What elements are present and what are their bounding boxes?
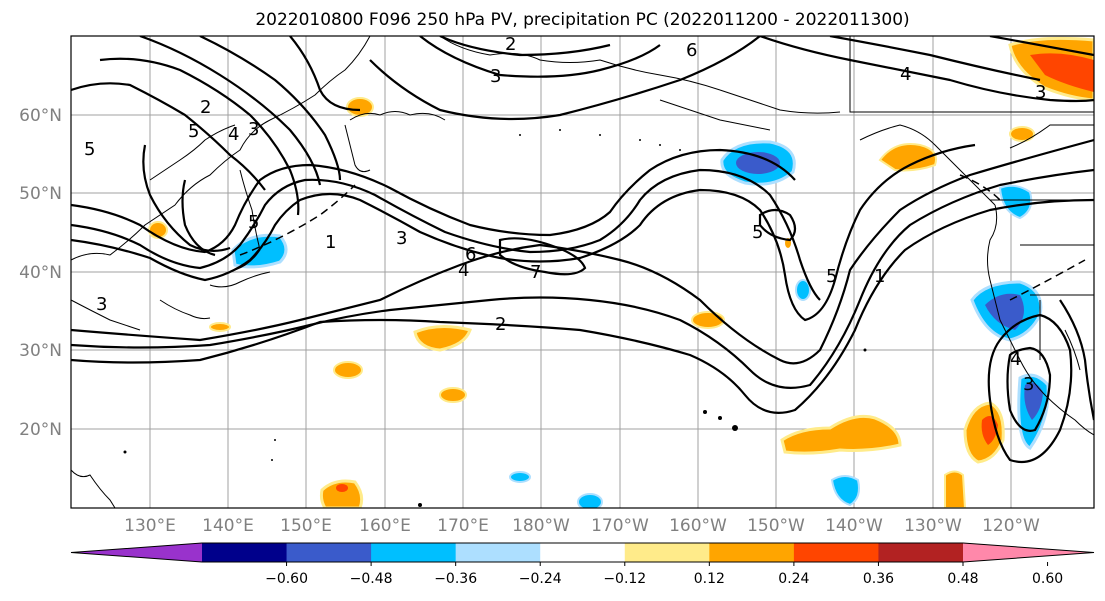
map-title: 2022010800 F096 250 hPa PV, precipitatio… [255,10,910,30]
colorbar-tick-label: −0.48 [350,571,393,587]
precip-positive-patch [1009,126,1035,142]
precip-positive-patch [691,311,725,329]
islands [123,129,867,507]
colorbar: −0.60 −0.48 −0.36 −0.24 −0.12 0.12 0.24 0.36 0.4… [70,542,1095,587]
contour-label: 5 [826,266,837,287]
colorbar-segment [624,543,710,562]
lon-label: 120°W [982,516,1040,536]
contour-label: 3 [396,228,407,249]
precip-negative-patch [509,471,531,483]
contour-label: 6 [686,40,697,61]
contour-label: 1 [874,266,885,287]
lat-label: 40°N [19,263,62,283]
contour-label: 5 [84,139,95,160]
precip-negative-patch [1024,382,1043,420]
colorbar-segment [540,543,626,562]
contour-label: 7 [530,262,541,283]
precip-positive-patch [944,470,967,508]
contour-label: 4 [900,64,911,85]
lon-label: 130°E [124,516,176,536]
colorbar-segment [455,543,541,562]
contour-label: 3 [96,294,107,315]
precip-positive-patch [439,387,467,403]
precip-negative-patch [577,493,603,508]
precip-positive-patch [1030,53,1094,92]
precip-positive-patch [336,484,348,492]
precip-negative-patch [830,475,860,507]
precip-positive-patch [346,97,374,117]
colorbar-tick-label: 0.12 [694,571,725,587]
lon-label: 180°W [512,516,570,536]
colorbar-tick-label: 0.48 [947,571,978,587]
precip-negative-patch [985,293,1024,330]
contour-label: 3 [1035,82,1046,103]
lon-label: 140°E [202,516,254,536]
lat-label: 60°N [19,106,62,126]
contour-label: 2 [505,34,516,55]
lon-label: 170°E [437,516,489,536]
lon-label: 150°E [280,516,332,536]
colorbar-extend-high [963,543,1094,562]
contour-label: 3 [1023,374,1034,395]
contour-label: 5 [188,121,199,142]
contour-label: 5 [248,212,259,233]
precip-negative-patch [795,279,811,301]
colorbar-segment [793,543,879,562]
latitude-labels: 60°N 50°N 40°N 30°N 20°N [19,106,62,440]
contour-label: 2 [495,314,506,335]
colorbar-tick-label: −0.24 [519,571,562,587]
colorbar-outline [70,542,1095,563]
contour-label: 4 [1010,349,1021,370]
contour-label: 4 [458,260,469,281]
lon-label: 150°W [747,516,805,536]
colorbar-tick-label: −0.60 [265,571,308,587]
contour-label: 6 [465,244,476,265]
precip-positive-patch [319,479,364,508]
lon-label: 130°W [904,516,962,536]
longitude-labels: 130°E 140°E 150°E 160°E 170°E 180°W 170°… [124,516,1040,536]
colorbar-segment [286,543,372,562]
precip-positive-patch [209,322,231,332]
lon-label: 140°W [825,516,883,536]
contour-label-layer: 2 6 3 2 3 4 5 4 3 5 5 1 3 6 4 7 2 5 5 1 … [84,34,1046,395]
colorbar-segment [709,543,795,562]
colorbar-tick-label: 0.36 [863,571,894,587]
colorbar-tick-label: 0.24 [778,571,809,587]
contour-label: 5 [752,222,763,243]
lon-label: 170°W [591,516,649,536]
contour-label: 3 [490,66,501,87]
colorbar-tick-label: 0.60 [1032,571,1063,587]
colorbar-segment [371,543,457,562]
contour-label: 4 [228,124,239,145]
contour-label: 2 [200,97,211,118]
lat-label: 20°N [19,420,62,440]
colorbar-extend-low [71,543,202,562]
pv-contours [71,36,1094,464]
precip-positive-patch [333,361,363,379]
lon-label: 160°E [359,516,411,536]
precip-positive-patch [780,414,902,455]
precip-negative-patch [736,152,780,174]
colorbar-segment [878,543,964,562]
lat-label: 50°N [19,184,62,204]
colorbar-tick-label: −0.36 [434,571,477,587]
lat-label: 30°N [19,341,62,361]
lon-label: 160°W [669,516,727,536]
colorbar-segment [202,543,288,562]
colorbar-tick-label: −0.12 [603,571,646,587]
map-frame [70,35,1095,509]
precip-positive-patch [413,325,472,352]
contour-label: 1 [325,232,336,253]
contour-label: 3 [248,119,259,140]
dashed-lines [239,174,1086,301]
